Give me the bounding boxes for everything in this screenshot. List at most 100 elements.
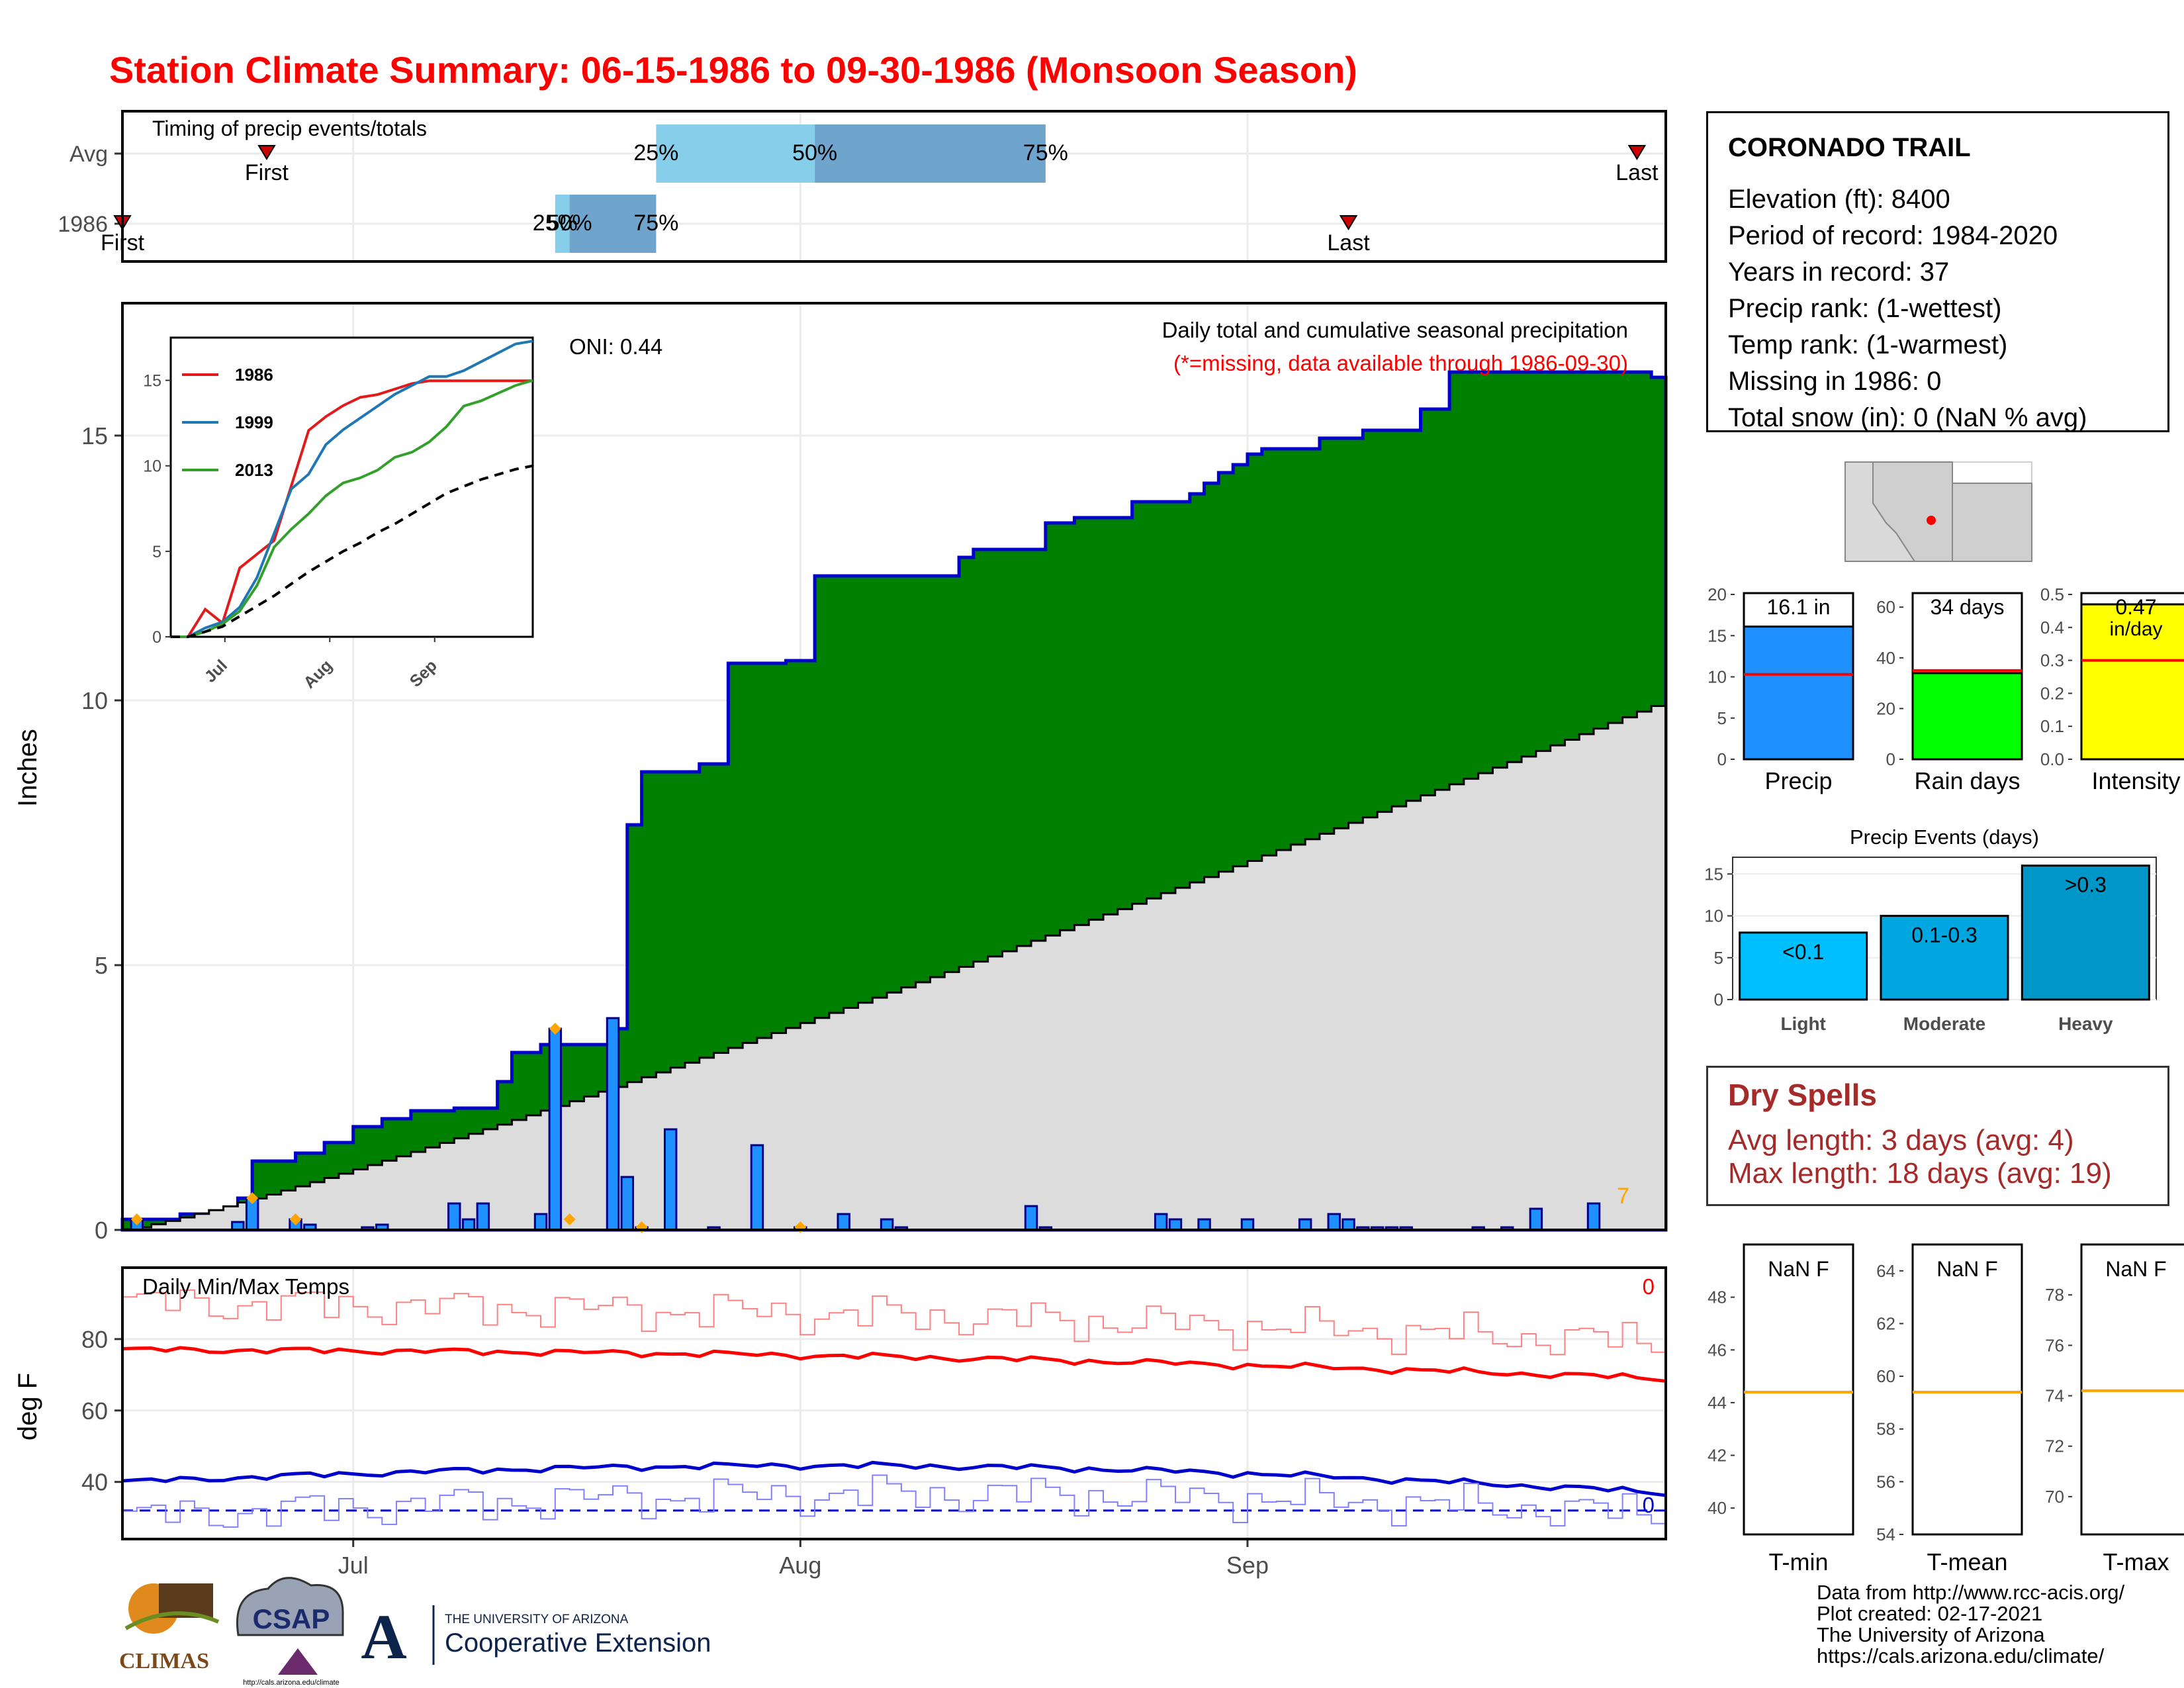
timing-marker xyxy=(1627,145,1647,160)
inset-series-line xyxy=(171,340,533,638)
daily-flag-marker xyxy=(549,1023,561,1035)
events-bar xyxy=(1880,915,2009,1001)
precip-frame xyxy=(121,302,1667,1231)
events-category-label: Heavy xyxy=(2058,1013,2113,1034)
events-category-label: Light xyxy=(1780,1013,1825,1034)
temp-series-line xyxy=(122,1289,1666,1360)
credit-plot-date: Plot created: 02-17-2021 xyxy=(1817,1602,2043,1625)
dry-spells-title: Dry Spells xyxy=(1728,1078,1877,1112)
timing-marker xyxy=(1339,215,1358,230)
daily-precip-bar xyxy=(1240,1218,1255,1231)
inset-series-line xyxy=(171,379,533,638)
timing-q25-label: 25% xyxy=(633,140,678,165)
stemp-value-label: NaN F xyxy=(2105,1257,2166,1281)
totals-ytick-label: 10 xyxy=(1707,667,1727,687)
station-snow: Total snow (in): 0 (NaN % avg) xyxy=(1728,403,2087,432)
dry-spells-box: Dry Spells Avg length: 3 days (avg: 4) M… xyxy=(1706,1066,2169,1206)
stemp-ytick-label: 62 xyxy=(1876,1313,1895,1333)
stemp-category-label: T-min xyxy=(1769,1548,1829,1575)
daily-precip-bar xyxy=(1298,1218,1312,1231)
station-name: CORONADO TRAIL xyxy=(1728,133,1971,162)
temp-series-line xyxy=(122,1474,1666,1531)
temperature-panel: Jul Aug Sep 40 60 80 Daily Min/Max Temps 0 0 deg … xyxy=(13,1266,1667,1579)
timing-q75-label: 75% xyxy=(1023,140,1068,165)
climas-wave-icon xyxy=(124,1611,220,1630)
totals-category-label: Precip xyxy=(1764,767,1832,794)
temp-background xyxy=(122,1268,1666,1539)
ua-big-text: Cooperative Extension xyxy=(445,1628,711,1658)
daily-precip-bar xyxy=(1529,1207,1543,1231)
temp-xtick-label: Aug xyxy=(779,1552,821,1579)
daily-precip-bar xyxy=(837,1213,850,1231)
temp-frame xyxy=(121,1266,1667,1540)
daily-precip-bar xyxy=(533,1213,548,1231)
events-ytick-label: 5 xyxy=(1714,948,1723,968)
csap-cloud-icon xyxy=(236,1577,344,1636)
station-precip-rank: Precip rank: (1-wettest) xyxy=(1728,294,2002,323)
temp-ylabel: deg F xyxy=(13,1373,42,1440)
totals-value-label: 34 days xyxy=(1930,595,2004,619)
daily-flag-marker xyxy=(289,1213,302,1225)
totals-ytick-label: 5 xyxy=(1717,708,1727,728)
timing-marker-label: First xyxy=(245,160,289,185)
stemp-value-label: NaN F xyxy=(1936,1257,1997,1281)
ua-small-text: THE UNIVERSITY OF ARIZONA xyxy=(445,1613,629,1626)
totals-value-label: 16.1 in xyxy=(1766,595,1830,619)
events-bar xyxy=(2021,865,2150,1001)
events-ytick-label: 0 xyxy=(1714,990,1723,1009)
totals-ytick-label: 0.3 xyxy=(2040,651,2064,671)
stemp-ytick-label: 60 xyxy=(1876,1366,1895,1386)
csap-mountain-icon xyxy=(278,1648,318,1675)
stemp-ytick-label: 54 xyxy=(1876,1524,1895,1544)
events-bar-label: >0.3 xyxy=(2065,873,2107,897)
dry-spells-max: Max length: 18 days (avg: 19) xyxy=(1728,1157,2112,1190)
stemp-ytick-label: 48 xyxy=(1707,1288,1727,1307)
inset-ytick-label: 10 xyxy=(143,457,161,476)
cumulative-average-area xyxy=(122,700,1667,1231)
inset-ytick-label: 0 xyxy=(152,628,161,647)
daily-precip-bar xyxy=(476,1202,490,1231)
min-missing-count: 0 xyxy=(1643,1493,1655,1517)
daily-precip-bar xyxy=(880,1218,894,1231)
daily-precip-bar xyxy=(606,1017,620,1231)
stemp-ytick-label: 40 xyxy=(1707,1498,1727,1518)
totals-value-box xyxy=(2080,592,2184,606)
inset-series-line xyxy=(171,464,533,638)
timing-q25-label: 25% xyxy=(533,211,578,236)
totals-ytick-label: 0.0 xyxy=(2040,749,2064,769)
ua-a-logo-icon: A xyxy=(361,1601,406,1672)
page-title: Station Climate Summary: 06-15-1986 to 0… xyxy=(109,49,1357,91)
totals-ytick-label: 0.5 xyxy=(2040,585,2064,604)
totals-ytick-label: 20 xyxy=(1876,698,1895,718)
missing-count: 7 xyxy=(1617,1184,1629,1209)
daily-precip-bar xyxy=(1154,1213,1168,1231)
totals-ytick-label: 0 xyxy=(1886,749,1895,769)
daily-precip-bar xyxy=(620,1176,635,1231)
precip-ytick-label: 15 xyxy=(81,422,108,449)
stemp-ytick-label: 46 xyxy=(1707,1340,1727,1360)
daily-precip-bar xyxy=(1197,1218,1211,1231)
totals-ytick-label: 0.4 xyxy=(2040,618,2064,637)
credit-data-source: Data from http://www.rcc-acis.org/ xyxy=(1817,1581,2125,1604)
stemp-ytick-label: 74 xyxy=(2045,1386,2064,1406)
temp-ytick-label: 40 xyxy=(81,1469,108,1496)
daily-precip-bar xyxy=(1024,1205,1038,1231)
credits: Data from http://www.rcc-acis.org/ Plot … xyxy=(1817,1582,2124,1667)
daily-precip-bar xyxy=(1586,1202,1601,1231)
timing-q50-label: 50% xyxy=(547,211,592,236)
precip-ytick-label: 10 xyxy=(81,687,108,714)
timing-marker-label: Last xyxy=(1615,160,1659,185)
credit-university: The University of Arizona xyxy=(1817,1623,2045,1646)
events-title: Precip Events (days) xyxy=(1850,825,2039,849)
totals-ytick-label: 15 xyxy=(1707,626,1727,645)
totals-ytick-label: 60 xyxy=(1876,597,1895,617)
totals-value-box xyxy=(1911,592,2023,675)
totals-ytick-label: 0.1 xyxy=(2040,716,2064,736)
timing-bar-upper xyxy=(815,124,1046,183)
stemp-ytick-label: 56 xyxy=(1876,1472,1895,1491)
temp-series-line xyxy=(122,1460,1666,1497)
totals-value-label: 0.47 xyxy=(2115,595,2156,619)
totals-unit-label: in/day xyxy=(2109,618,2162,640)
timing-marker xyxy=(257,145,276,160)
stemp-ytick-label: 70 xyxy=(2045,1487,2064,1507)
